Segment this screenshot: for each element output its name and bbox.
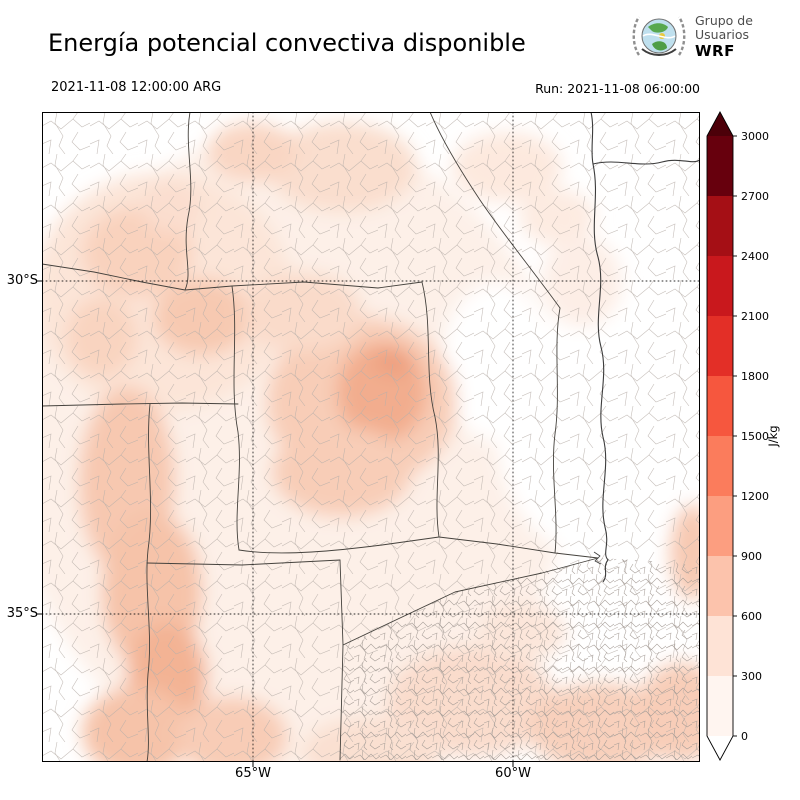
lon-label-65w: 65°W [235, 766, 271, 781]
colorbar-tick-labels: 3000 2700 2400 2100 1800 1500 1200 900 6… [741, 130, 769, 743]
run-time-label: Run: 2021-11-08 06:00:00 [535, 81, 700, 96]
colorbar-segment [707, 556, 733, 616]
lon-label-60w: 60°W [495, 766, 531, 781]
colorbar-tick-label: 2400 [741, 250, 769, 263]
logo-line-wrf: WRF [695, 42, 735, 61]
wrf-logo: Grupo de Usuarios WRF [628, 9, 753, 65]
page-title: Energía potencial convectiva disponible [48, 29, 526, 57]
colorbar-tick-marks [733, 135, 737, 737]
colorbar: 3000 2700 2400 2100 1800 1500 1200 900 6… [706, 111, 780, 761]
colorbar-segment [707, 676, 733, 736]
colorbar-segment [707, 376, 733, 436]
lat-label-35s: 35°S [6, 606, 38, 621]
axis-ticks [37, 280, 514, 767]
colorbar-segment [707, 256, 733, 316]
buenos-aires-departments-layer [340, 558, 700, 760]
colorbar-under-arrow [707, 736, 733, 760]
colorbar-segment [707, 496, 733, 556]
colorbar-segment [707, 196, 733, 256]
map-canvas [37, 112, 700, 767]
colorbar-segment [707, 436, 733, 496]
colorbar-unit-label: J/kg [766, 425, 780, 447]
colorbar-tick-label: 300 [741, 670, 762, 683]
colorbar-segment [707, 616, 733, 676]
logo-line-grupo: Grupo de [695, 12, 753, 28]
colorbar-tick-label: 1200 [741, 490, 769, 503]
colorbar-tick-label: 1800 [741, 370, 769, 383]
colorbar-tick-label: 900 [741, 550, 762, 563]
globe-icon [632, 16, 686, 56]
river-lines-layer [590, 112, 700, 583]
lat-label-30s: 30°S [6, 273, 38, 288]
graticule-layer [42, 112, 700, 762]
colorbar-segment [707, 316, 733, 376]
colorbar-tick-label: 0 [741, 730, 748, 743]
colorbar-over-arrow [707, 112, 733, 136]
colorbar-tick-label: 3000 [741, 130, 769, 143]
valid-time-label: 2021-11-08 12:00:00 ARG [51, 80, 222, 95]
colorbar-tick-label: 2700 [741, 190, 769, 203]
province-boundaries-layer [42, 112, 599, 762]
colorbar-tick-label: 1500 [741, 430, 769, 443]
colorbar-segment [707, 136, 733, 196]
logo-line-usuarios: Usuarios [695, 26, 750, 42]
logo-text: Grupo de Usuarios WRF [695, 12, 753, 61]
map-frame [42, 112, 700, 762]
colorbar-tick-label: 600 [741, 610, 762, 623]
colorbar-tick-label: 2100 [741, 310, 769, 323]
